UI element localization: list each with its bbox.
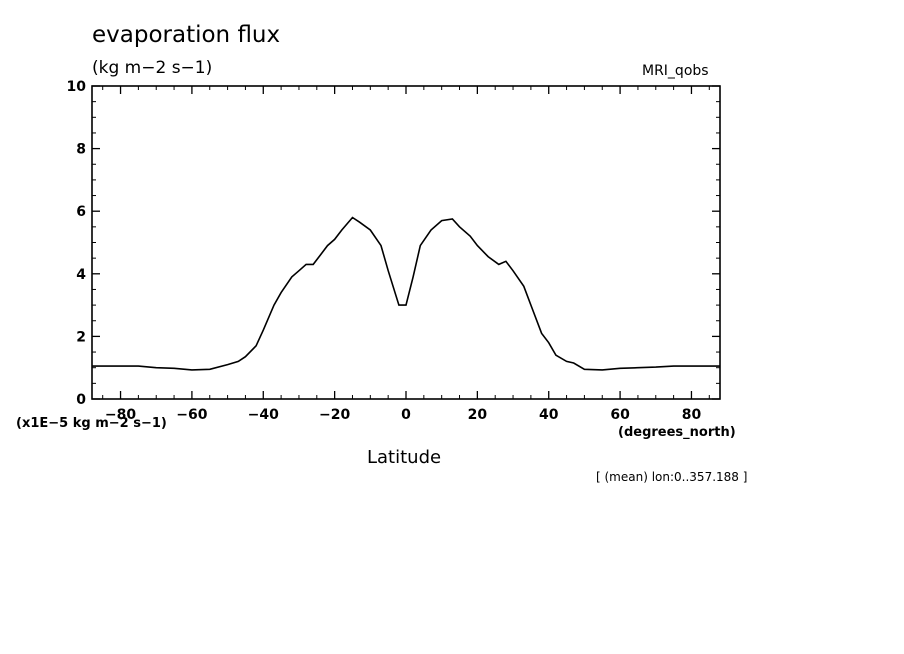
x-tick-label: −60 bbox=[176, 407, 207, 423]
x-tick-label: 20 bbox=[468, 407, 488, 423]
x-tick-label: −40 bbox=[248, 407, 279, 423]
y-tick-label: 8 bbox=[76, 142, 86, 158]
x-axis-label: Latitude bbox=[367, 447, 442, 468]
y-tick-label: 0 bbox=[76, 392, 86, 408]
y-tick-label: 6 bbox=[76, 204, 86, 220]
x-tick-label: 0 bbox=[401, 407, 411, 423]
y-tick-label: 4 bbox=[76, 267, 86, 283]
model-label: MRI_qobs bbox=[642, 63, 709, 79]
x-tick-label: −80 bbox=[105, 407, 136, 423]
x-tick-label: 60 bbox=[610, 407, 630, 423]
x-tick-label: −20 bbox=[319, 407, 350, 423]
tick-labels: −80 −60 −40 −20 0 20 40 60 80 0 2 4 6 8 10 bbox=[67, 79, 702, 423]
series-line bbox=[92, 216, 720, 371]
x-tick-label: 40 bbox=[539, 407, 559, 423]
plot-frame bbox=[91, 85, 721, 400]
y-scale-label: (x1E−5 kg m−2 s−1) bbox=[16, 416, 167, 431]
x-tick-label: 80 bbox=[682, 407, 702, 423]
chart-title: evaporation flux bbox=[92, 22, 281, 48]
chart-units: (kg m−2 s−1) bbox=[92, 58, 213, 78]
y-tick-label: 10 bbox=[67, 79, 87, 95]
y-tick-label: 2 bbox=[76, 329, 86, 345]
x-units-label: (degrees_north) bbox=[618, 425, 736, 440]
axis-ticks bbox=[92, 85, 720, 400]
footer-note: [ (mean) lon:0..357.188 ] bbox=[596, 470, 748, 484]
